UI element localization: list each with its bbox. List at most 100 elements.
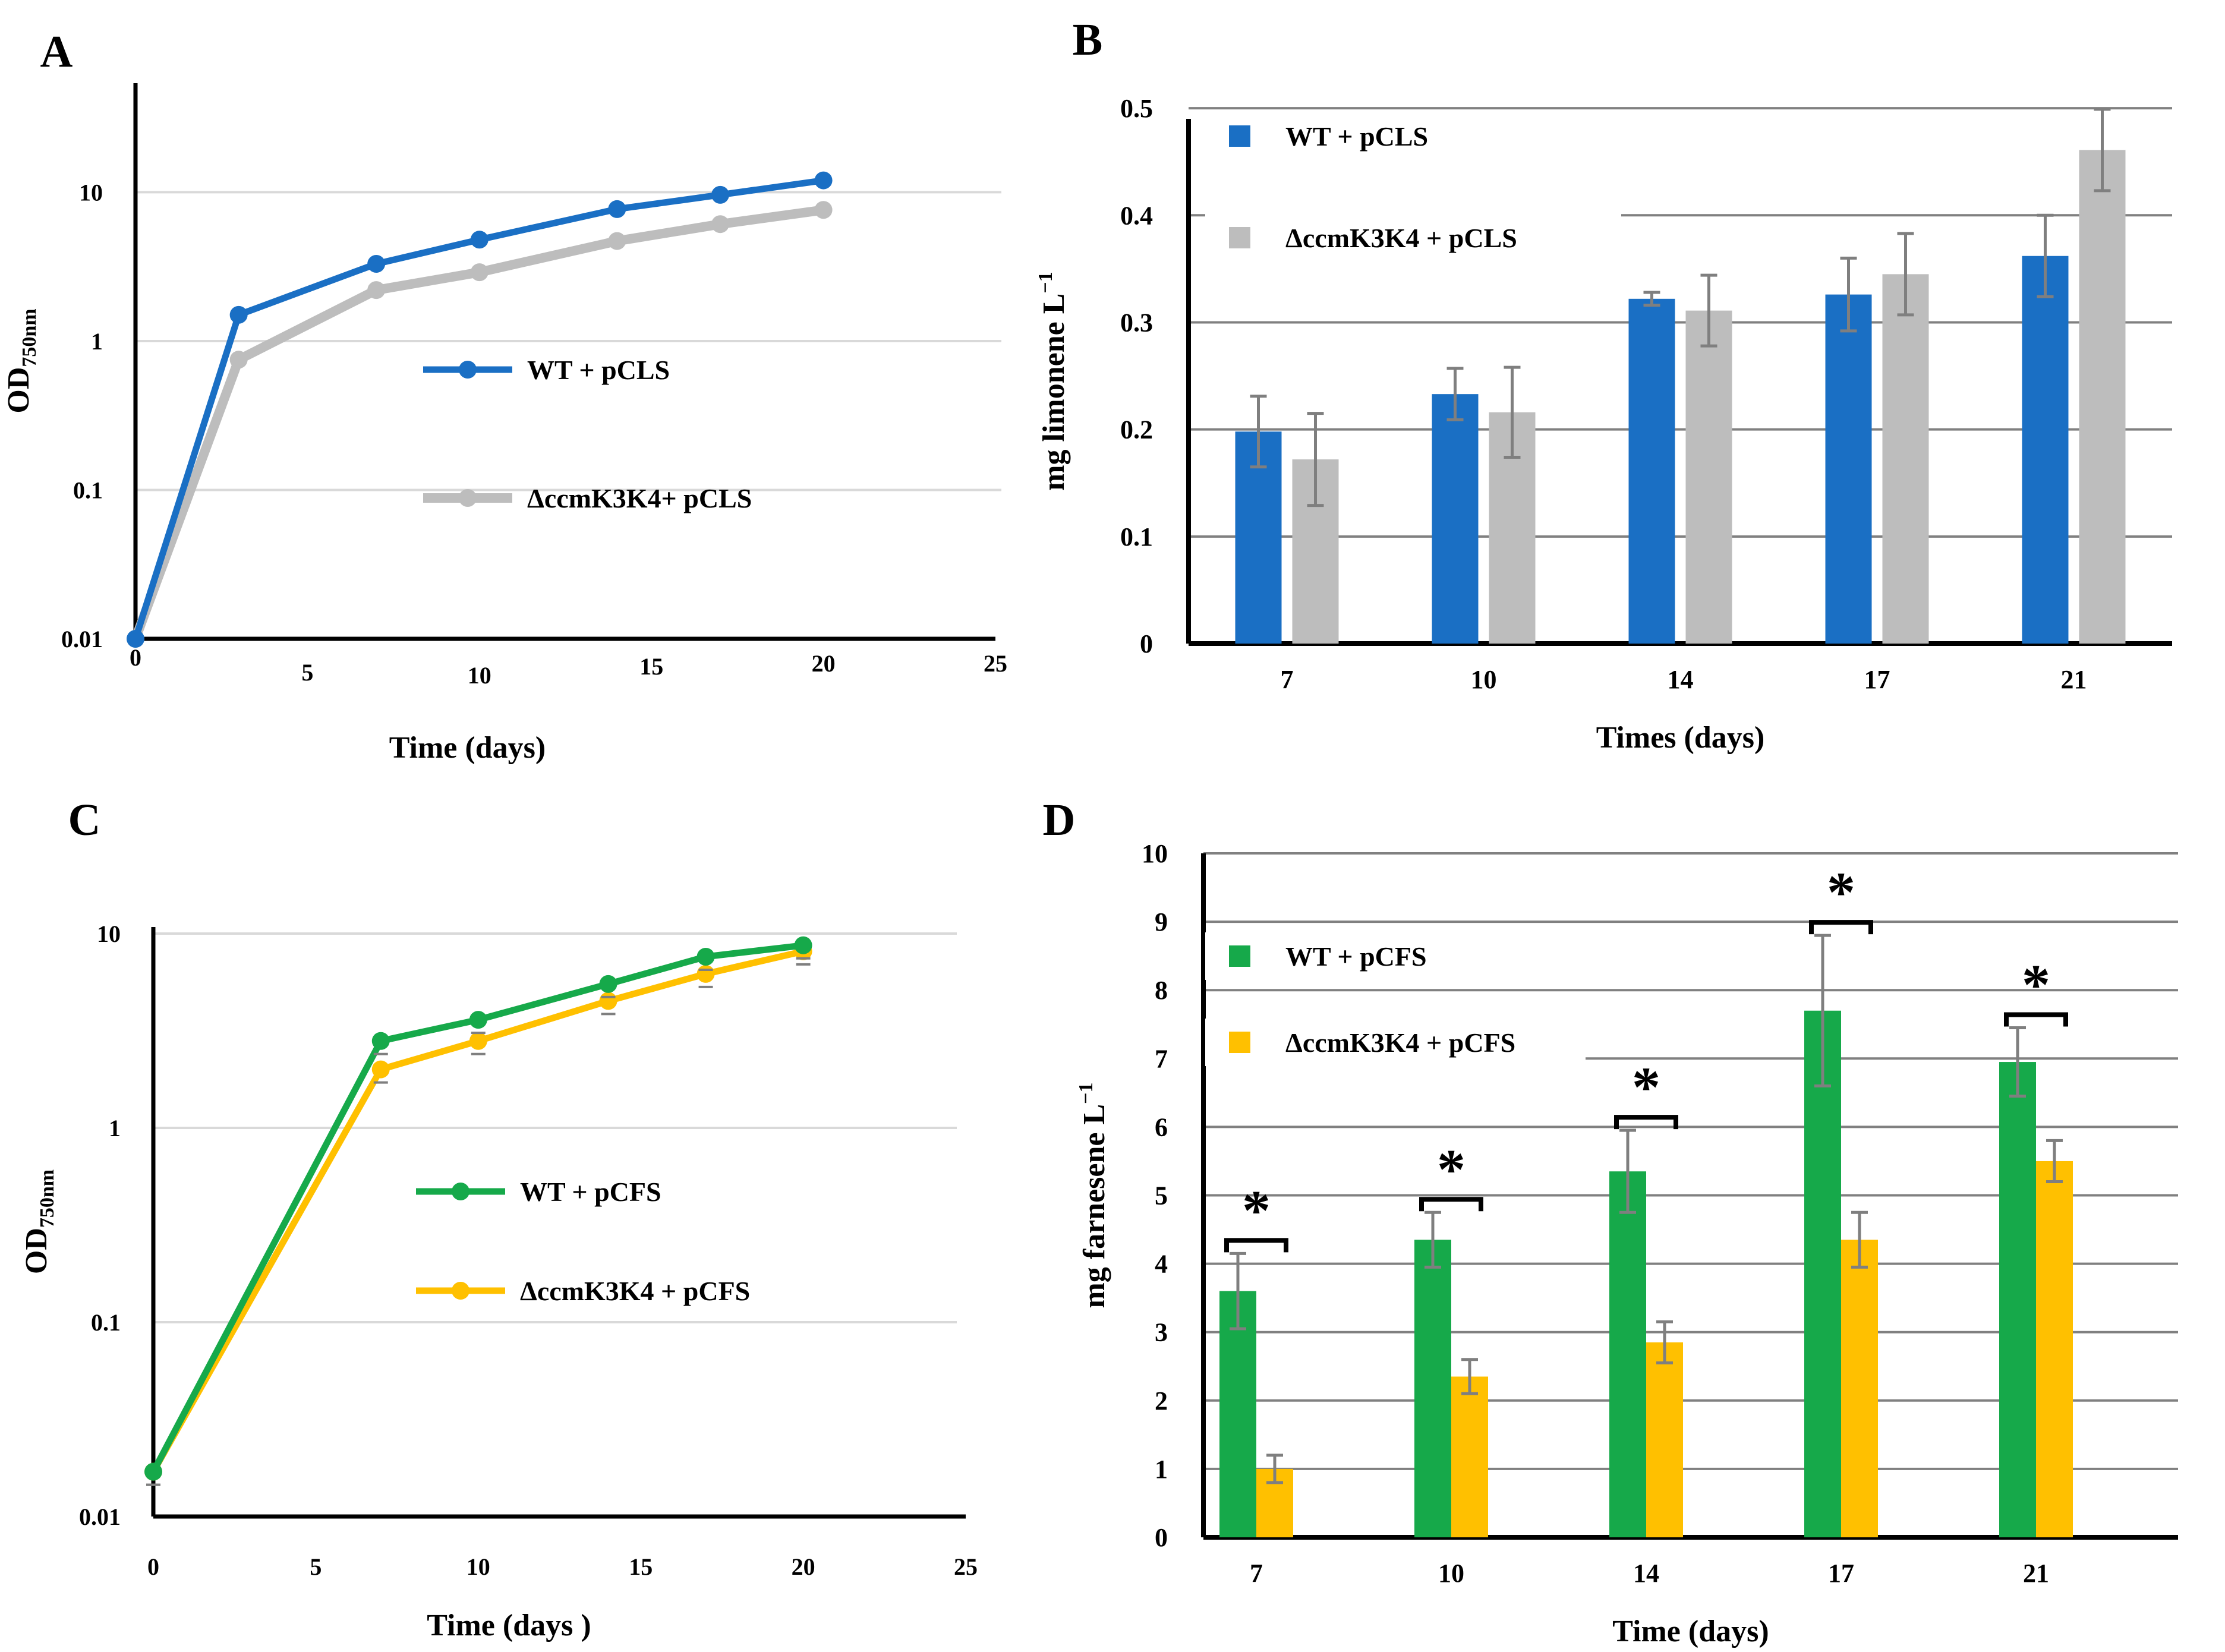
y-axis-title: mg farnesene L−1 (1075, 1082, 1111, 1308)
significance-bracket (1419, 1197, 1483, 1212)
x-axis-title: Time (days ) (427, 1609, 591, 1642)
data-point (367, 255, 386, 273)
data-point (470, 263, 489, 282)
legend-label: WT + pCFS (520, 1177, 661, 1207)
legend-swatch (1229, 945, 1250, 967)
x-tick-label: 20 (792, 1553, 815, 1580)
x-axis-title: Time (days) (389, 731, 546, 765)
legend-label: ΔccmK3K4 + pCLS (1285, 223, 1517, 253)
x-tick-label: 21 (2061, 665, 2087, 694)
legend-swatch (1229, 125, 1250, 147)
bar-1 (1609, 1171, 1646, 1537)
y-tick-label: 0.4 (1120, 201, 1153, 230)
data-point (608, 200, 626, 218)
bar-1 (1628, 298, 1675, 644)
legend-marker (459, 361, 477, 379)
legend-label: ΔccmK3K4+ pCLS (527, 483, 752, 513)
legend-background (1205, 1019, 1586, 1066)
significance-bracket (1224, 1238, 1288, 1253)
x-axis-title: Time (days) (1612, 1615, 1769, 1648)
bar-2 (1841, 1240, 1878, 1537)
y-tick-label: 3 (1155, 1318, 1168, 1347)
x-tick-label: 15 (639, 653, 663, 680)
data-point (469, 1011, 487, 1029)
data-point (599, 975, 617, 993)
x-tick-label: 25 (954, 1553, 978, 1580)
bar-2 (2036, 1161, 2073, 1537)
y-tick-label: 10 (97, 920, 121, 947)
x-tick-label: 10 (467, 1553, 490, 1580)
significance-bracket (2004, 1012, 2068, 1027)
bar-2 (1685, 310, 1732, 644)
panel-c: C 10 1 0.1 0.01 0 5 10 15 20 25 Time (days ) OD750nm… (20, 795, 978, 1642)
panel-letter-a: A (40, 27, 73, 77)
significance-bracket (1614, 1115, 1678, 1130)
data-point (697, 947, 715, 966)
x-tick-label: 21 (2023, 1559, 2049, 1588)
data-point (127, 630, 144, 648)
x-tick-label: 25 (984, 650, 1007, 677)
significance-star: * (2022, 953, 2050, 1017)
y-tick-label: 0.5 (1120, 94, 1153, 123)
x-tick-label: 10 (1471, 665, 1497, 694)
data-point (371, 1060, 390, 1079)
series-line-1 (150, 942, 804, 1474)
legend-label: WT + pCLS (527, 355, 670, 385)
x-tick-label: 20 (812, 650, 836, 677)
y-tick-label: 0.2 (1120, 415, 1153, 444)
y-tick-label: 0 (1155, 1523, 1168, 1552)
data-point (470, 231, 489, 249)
bar-2 (1882, 274, 1929, 644)
bar-2 (1646, 1342, 1683, 1537)
y-tick-label: 1 (91, 328, 103, 355)
bar-1 (1219, 1291, 1256, 1537)
y-tick-label: 0.1 (91, 1309, 121, 1336)
y-tick-label: 8 (1155, 976, 1168, 1005)
legend-label: ΔccmK3K4 + pCFS (1285, 1027, 1515, 1058)
significance-star: * (1437, 1137, 1466, 1201)
legend-label: ΔccmK3K4 + pCFS (520, 1276, 750, 1306)
legend-label: WT + pCFS (1285, 941, 1427, 972)
legend-swatch (1229, 1032, 1250, 1053)
panel-letter-c: C (68, 795, 101, 845)
x-axis-title: Times (days) (1596, 721, 1765, 755)
y-tick-label: 2 (1155, 1386, 1168, 1415)
x-tick-label: 17 (1864, 665, 1890, 694)
legend-swatch (1229, 227, 1250, 248)
data-point (469, 1032, 487, 1050)
y-tick-label: 7 (1155, 1044, 1168, 1073)
data-point (371, 1032, 390, 1050)
significance-star: * (1632, 1055, 1660, 1119)
x-tick-label: 15 (629, 1553, 653, 1580)
y-axis-title: OD750nm (2, 308, 40, 413)
bar-1 (1414, 1240, 1451, 1537)
data-point (599, 992, 617, 1010)
legend-background (1205, 112, 1621, 160)
x-tick-label: 17 (1828, 1559, 1854, 1588)
y-tick-label: 1 (109, 1115, 121, 1142)
data-point (814, 171, 833, 190)
x-tick-label: 10 (1438, 1559, 1464, 1588)
y-tick-label: 10 (79, 179, 103, 206)
y-tick-label: 0.01 (79, 1503, 121, 1530)
data-point (144, 1462, 162, 1481)
data-point (711, 215, 729, 234)
bar-2 (1451, 1376, 1488, 1537)
data-point (697, 964, 715, 983)
series-line-2 (150, 948, 804, 1474)
x-tick-label: 5 (301, 659, 313, 686)
y-tick-label: 0.3 (1120, 308, 1153, 337)
legend-marker (452, 1183, 469, 1200)
x-tick-label: 7 (1250, 1559, 1263, 1588)
data-point (367, 281, 386, 299)
bar-1 (1825, 294, 1872, 644)
x-tick-label: 5 (310, 1553, 322, 1580)
panel-b: B 0 0.1 0.2 0.3 0.4 0.5 7 10 14 17 21 Times (days) mg… (1035, 15, 2172, 755)
x-tick-label: 0 (147, 1553, 159, 1580)
legend-background (1205, 932, 1586, 980)
y-tick-label: 4 (1155, 1250, 1168, 1279)
bar-2 (2079, 150, 2126, 644)
y-tick-label: 5 (1155, 1181, 1168, 1210)
data-point (711, 185, 729, 204)
